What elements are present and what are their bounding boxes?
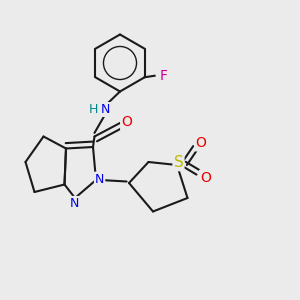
Text: H: H <box>89 103 99 116</box>
Text: S: S <box>174 155 183 170</box>
Text: N: N <box>70 197 79 210</box>
Text: F: F <box>160 69 168 83</box>
Text: O: O <box>121 116 132 129</box>
Text: O: O <box>200 171 211 184</box>
Text: N: N <box>101 103 111 116</box>
Text: N: N <box>95 172 104 186</box>
Text: O: O <box>196 136 206 150</box>
